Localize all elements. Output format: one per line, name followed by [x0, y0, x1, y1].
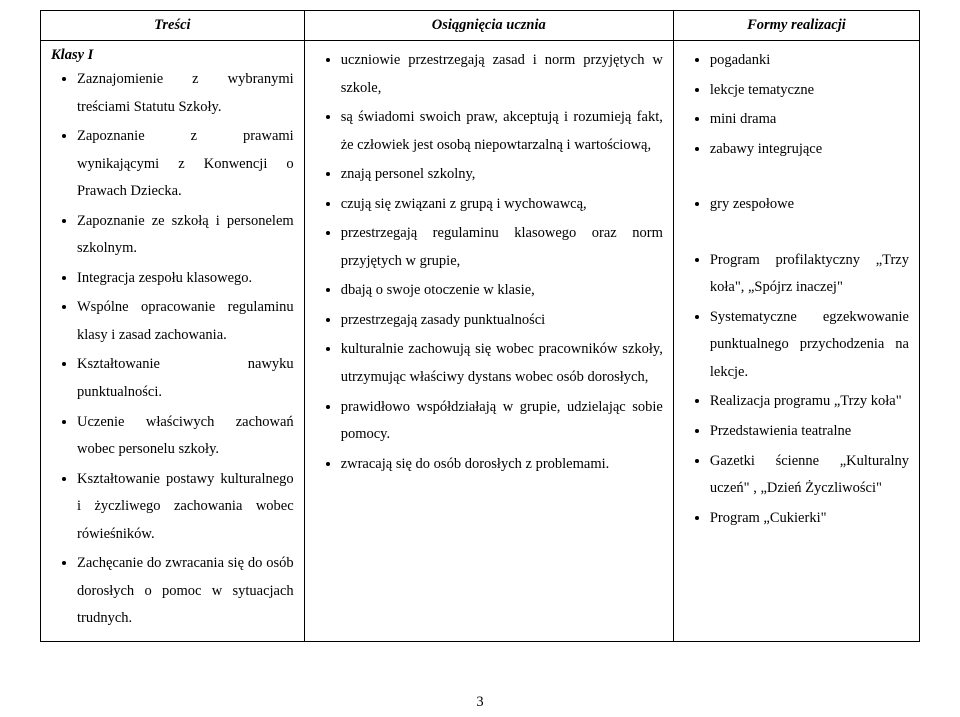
list-item: zabawy integrujące [710, 136, 909, 164]
list-item: Kształtowanie postawy kulturalnego i życ… [77, 466, 294, 549]
list-item: znają personel szkolny, [341, 161, 663, 189]
list-item: uczniowie przestrzegają zasad i norm prz… [341, 47, 663, 102]
list-item: Wspólne opracowanie regulaminu klasy i z… [77, 294, 294, 349]
list-item: przestrzegają zasady punktualności [341, 307, 663, 335]
list-item: Realizacja programu „Trzy koła" [710, 388, 909, 416]
list-item: są świadomi swoich praw, akceptują i roz… [341, 104, 663, 159]
list-item: dbają o swoje otoczenie w klasie, [341, 277, 663, 305]
sub-header-klasy: Klasy I [51, 47, 294, 64]
list-item: Zaznajomienie z wybranymi treściami Stat… [77, 66, 294, 121]
document-page: Treści Osiągnięcia ucznia Formy realizac… [0, 0, 960, 717]
list-item: przestrzegają regulaminu klasowego oraz … [341, 220, 663, 275]
header-col-2: Osiągnięcia ucznia [304, 11, 673, 41]
list-osiagniecia: uczniowie przestrzegają zasad i norm prz… [315, 47, 663, 478]
table-body-row: Klasy I Zaznajomienie z wybranymi treści… [41, 41, 920, 642]
list-formy: pogadankilekcje tematycznemini dramazaba… [684, 47, 909, 532]
list-item: Przedstawienia teatralne [710, 418, 909, 446]
list-item: Gazetki ścienne „Kulturalny uczeń" , „Dz… [710, 448, 909, 503]
list-tresci: Zaznajomienie z wybranymi treściami Stat… [51, 66, 294, 633]
list-item: mini drama [710, 106, 909, 134]
list-item: Zapoznanie z prawami wynikającymi z Konw… [77, 123, 294, 206]
list-item: prawidłowo współdziałają w grupie, udzie… [341, 394, 663, 449]
table-header-row: Treści Osiągnięcia ucznia Formy realizac… [41, 11, 920, 41]
content-table: Treści Osiągnięcia ucznia Formy realizac… [40, 10, 920, 642]
list-item: Program „Cukierki" [710, 505, 909, 533]
list-item: Kształtowanie nawyku punktualności. [77, 351, 294, 406]
list-item: kulturalnie zachowują się wobec pracowni… [341, 336, 663, 391]
list-item: Program profilaktyczny „Trzy koła", „Spó… [710, 247, 909, 302]
list-item: gry zespołowe [710, 191, 909, 219]
cell-osiagniecia: uczniowie przestrzegają zasad i norm prz… [304, 41, 673, 642]
page-number: 3 [0, 694, 960, 711]
list-item: pogadanki [710, 47, 909, 75]
header-col-1: Treści [41, 11, 305, 41]
cell-formy: pogadankilekcje tematycznemini dramazaba… [673, 41, 919, 642]
list-item: Integracja zespołu klasowego. [77, 265, 294, 293]
list-item: Zachęcanie do zwracania się do osób doro… [77, 550, 294, 633]
cell-tresci: Klasy I Zaznajomienie z wybranymi treści… [41, 41, 305, 642]
list-item: Zapoznanie ze szkołą i personelem szkoln… [77, 208, 294, 263]
list-item: zwracają się do osób dorosłych z problem… [341, 451, 663, 479]
list-item: lekcje tematyczne [710, 77, 909, 105]
list-item: czują się związani z grupą i wychowawcą, [341, 191, 663, 219]
list-item: Systematyczne egzekwowanie punktualnego … [710, 304, 909, 387]
header-col-3: Formy realizacji [673, 11, 919, 41]
list-item: Uczenie właściwych zachowań wobec person… [77, 409, 294, 464]
